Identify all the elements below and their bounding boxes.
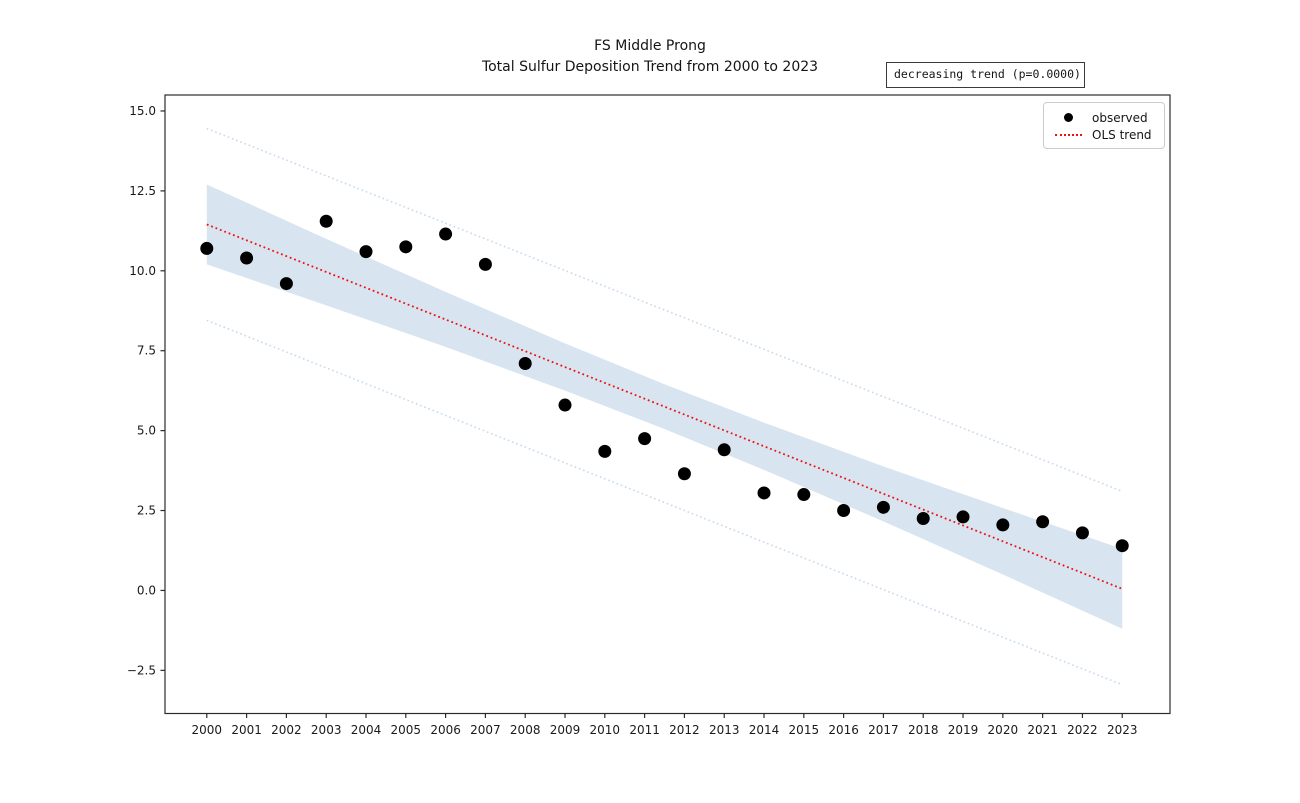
x-tick-label: 2009 bbox=[550, 723, 581, 737]
x-tick-label: 2005 bbox=[391, 723, 422, 737]
data-point-2023 bbox=[1115, 539, 1129, 553]
x-tick-label: 2019 bbox=[948, 723, 979, 737]
x-tick-label: 2008 bbox=[510, 723, 541, 737]
x-tick-label: 2014 bbox=[749, 723, 780, 737]
y-tick-label: 7.5 bbox=[137, 344, 156, 358]
data-point-2001 bbox=[240, 251, 254, 265]
data-point-2003 bbox=[319, 214, 333, 228]
legend-swatch-glyph bbox=[1054, 133, 1082, 136]
x-tick-label: 2013 bbox=[709, 723, 740, 737]
data-point-2002 bbox=[279, 277, 293, 291]
x-tick-label: 2006 bbox=[430, 723, 461, 737]
legend-label: OLS trend bbox=[1092, 127, 1152, 142]
x-tick-label: 2001 bbox=[231, 723, 262, 737]
x-tick-label: 2017 bbox=[868, 723, 899, 737]
y-tick-label: 5.0 bbox=[137, 424, 156, 438]
x-tick-label: 2003 bbox=[311, 723, 342, 737]
data-point-2010 bbox=[598, 444, 612, 458]
x-tick-label: 2018 bbox=[908, 723, 939, 737]
plot-frame bbox=[164, 94, 1171, 715]
data-point-2009 bbox=[558, 398, 572, 412]
data-point-2014 bbox=[757, 486, 771, 500]
y-tick-label: −2.5 bbox=[127, 663, 156, 677]
y-tick-label: 0.0 bbox=[137, 583, 156, 597]
data-point-2012 bbox=[677, 467, 691, 481]
y-tick-label: 2.5 bbox=[137, 504, 156, 518]
x-tick-label: 2015 bbox=[789, 723, 820, 737]
x-tick-label: 2012 bbox=[669, 723, 700, 737]
data-point-2008 bbox=[518, 356, 532, 370]
trend-annotation-box: decreasing trend (p=0.0000) bbox=[886, 62, 1085, 88]
x-tick-label: 2022 bbox=[1067, 723, 1098, 737]
x-tick-label: 2020 bbox=[988, 723, 1019, 737]
data-point-2017 bbox=[876, 500, 890, 514]
y-tick-label: 12.5 bbox=[129, 184, 156, 198]
legend-item-ols-trend: OLS trend bbox=[1054, 126, 1164, 143]
x-tick-label: 2021 bbox=[1027, 723, 1058, 737]
legend-label: observed bbox=[1092, 110, 1148, 125]
observed-marker-icon bbox=[1054, 113, 1082, 122]
data-point-2015 bbox=[797, 488, 811, 502]
figure-title-line1: FS Middle Prong bbox=[594, 38, 706, 54]
x-tick-label: 2010 bbox=[590, 723, 621, 737]
x-tick-label: 2011 bbox=[629, 723, 660, 737]
legend-item-observed: observed bbox=[1054, 109, 1164, 126]
data-point-2004 bbox=[359, 245, 373, 259]
figure-title: FS Middle Prong Total Sulfur Deposition … bbox=[0, 36, 1300, 78]
data-point-2006 bbox=[439, 227, 453, 241]
x-tick-label: 2007 bbox=[470, 723, 501, 737]
x-tick-label: 2016 bbox=[828, 723, 859, 737]
prediction-interval-upper bbox=[206, 127, 1123, 493]
data-point-2019 bbox=[956, 510, 970, 524]
confidence-band bbox=[206, 184, 1123, 629]
data-point-2022 bbox=[1075, 526, 1089, 540]
data-point-2018 bbox=[916, 512, 930, 526]
x-tick-label: 2002 bbox=[271, 723, 302, 737]
legend-swatch-glyph bbox=[1063, 113, 1073, 122]
data-point-2005 bbox=[399, 240, 413, 254]
data-point-2016 bbox=[837, 504, 851, 518]
data-point-2013 bbox=[717, 443, 731, 457]
trend-line-icon bbox=[1054, 133, 1082, 136]
x-tick-label: 2023 bbox=[1107, 723, 1138, 737]
data-point-2000 bbox=[200, 241, 214, 255]
legend: observed OLS trend bbox=[1043, 102, 1165, 149]
x-tick-label: 2004 bbox=[351, 723, 382, 737]
figure-title-line2: Total Sulfur Deposition Trend from 2000 … bbox=[481, 59, 819, 75]
y-tick-label: 15.0 bbox=[129, 104, 156, 118]
data-point-2021 bbox=[1036, 515, 1050, 529]
y-tick-label: 10.0 bbox=[129, 264, 156, 278]
data-point-2011 bbox=[638, 432, 652, 446]
x-tick-label: 2000 bbox=[192, 723, 223, 737]
data-point-2007 bbox=[478, 257, 492, 271]
data-point-2020 bbox=[996, 518, 1010, 532]
